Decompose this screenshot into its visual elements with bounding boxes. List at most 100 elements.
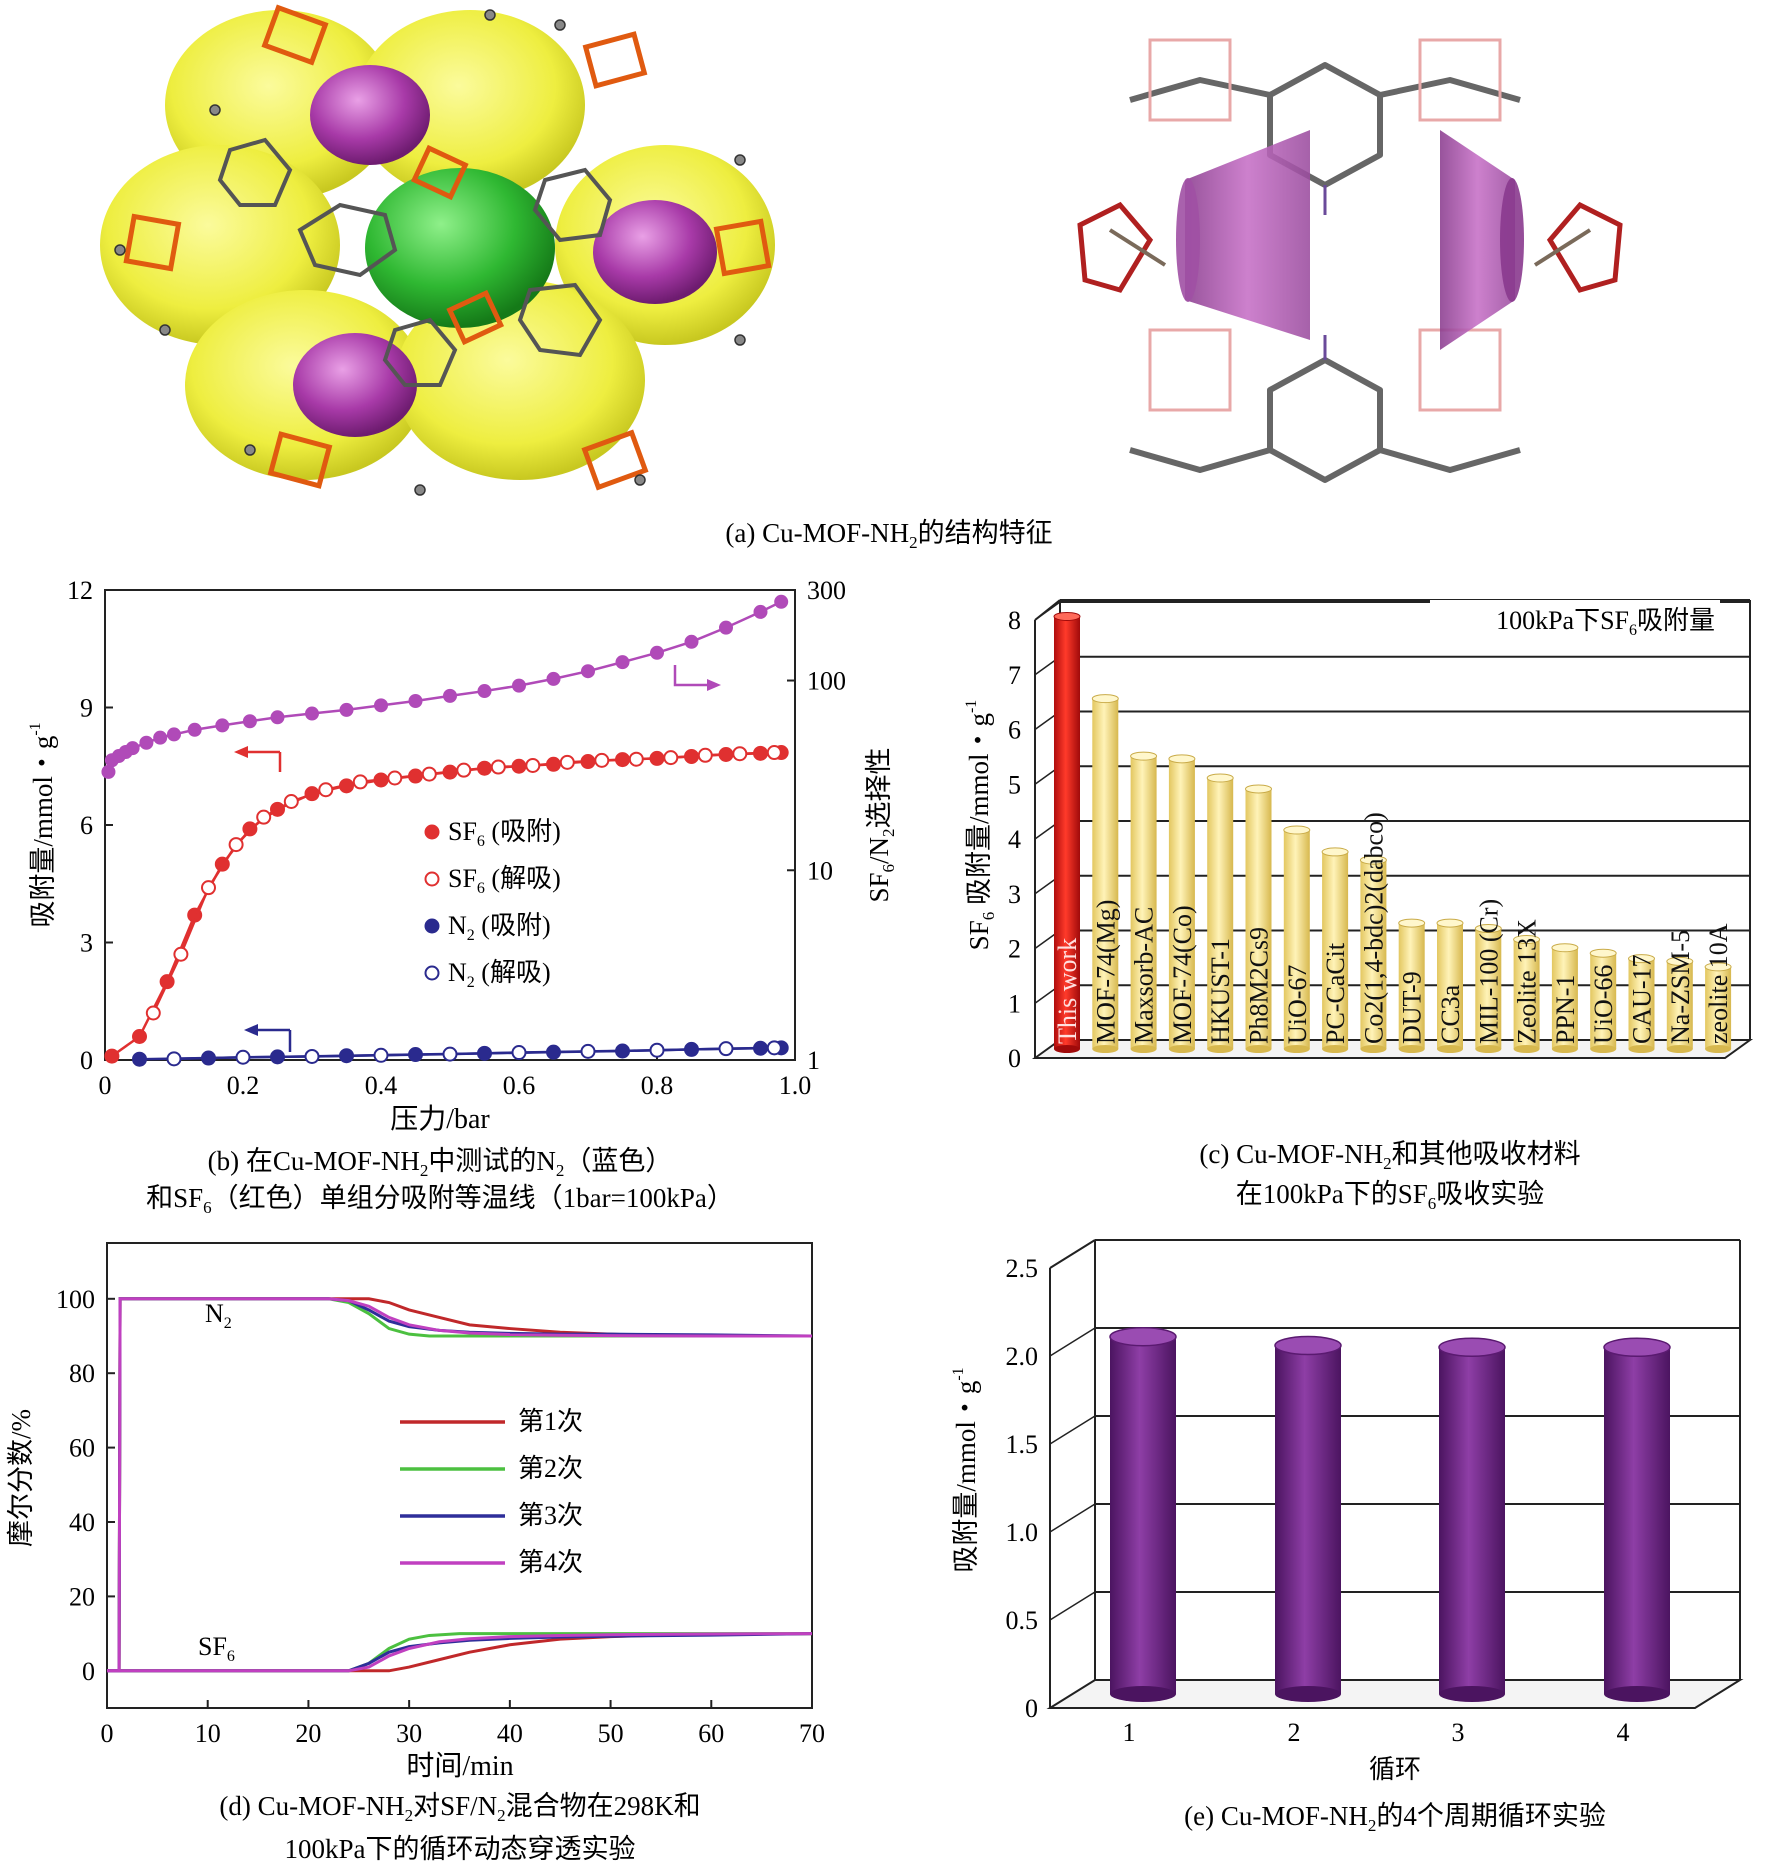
chart-b-legend: SF6 (吸附)SF6 (解吸)N2 (吸附)N2 (解吸) (424, 817, 561, 991)
b-data-point (373, 1047, 389, 1063)
b-data-point (546, 671, 561, 686)
c-bar (1322, 851, 1349, 1049)
chart-d-y-tick-labels: 0 20 40 60 80 100 (56, 1285, 95, 1686)
c-y-tick-label: 2 (1008, 935, 1021, 964)
panel-e: 0 0.5 1.0 1.5 2.0 2.5 1 2 3 4 循环 吸附量/mmol・g-1 (e… (950, 1239, 1744, 1835)
b-x-tick-label: 0.8 (641, 1071, 674, 1100)
c-bar-base (1168, 1045, 1195, 1053)
b-data-point (228, 837, 244, 853)
b-data-point (104, 1048, 120, 1064)
e-y-tick-label: 1.5 (1006, 1430, 1039, 1459)
c-bar-base (1092, 1045, 1119, 1053)
chart-b-axis-arrows (234, 665, 721, 1052)
d-y-tick-label: 20 (69, 1582, 95, 1611)
c-category-label: UiO-67 (1283, 965, 1312, 1044)
b-legend-label-sub: 6 (477, 833, 485, 850)
b-data-point (512, 678, 526, 693)
c-bar-cap (1321, 847, 1349, 857)
b-data-point (125, 741, 140, 756)
d-y-tick-label: 60 (69, 1434, 95, 1463)
b-y2-tick-label: 10 (807, 856, 833, 885)
e-gridline-side (1049, 1327, 1096, 1357)
b-data-point (650, 645, 664, 660)
d-n2-line (107, 1297, 812, 1673)
d-x-tick-label: 60 (698, 1719, 724, 1748)
c-category-label: zeolite 10A (1704, 923, 1733, 1044)
b-x-tick-label: 0.2 (227, 1071, 260, 1100)
e-gridline-side (1049, 1591, 1096, 1621)
c-bar-cap (1091, 694, 1119, 704)
c-bar (1168, 758, 1195, 1049)
c-category-label: PPN-1 (1551, 975, 1580, 1044)
c-category-label: HKUST-1 (1206, 938, 1235, 1044)
d-y-tick-label: 100 (56, 1285, 95, 1314)
b-data-point (166, 1051, 182, 1067)
e-y-tick-label: 2.0 (1006, 1342, 1039, 1371)
b-y-tick-label: 12 (67, 576, 93, 605)
c-category-label: UiO-66 (1589, 965, 1618, 1044)
b-data-point (421, 766, 437, 782)
b-data-point (697, 747, 713, 763)
e-x-tick-label: 4 (1617, 1718, 1630, 1747)
d-y-tick-label: 0 (82, 1657, 95, 1686)
b-data-point (477, 684, 492, 699)
chart-b-caption-line1: (b) 在Cu-MOF-NH2中测试的N2（蓝色） (208, 1146, 673, 1180)
b-data-point (187, 722, 202, 737)
chart-c-caption-line2: 在100kPa下的SF6吸收实验 (1236, 1179, 1545, 1213)
e-bar-base (1110, 1686, 1176, 1702)
b-data-point (408, 694, 423, 709)
c-bar (1054, 616, 1080, 1049)
c-y-tick-label: 8 (1008, 606, 1021, 635)
c-bar-base (1551, 1045, 1578, 1053)
b-data-point (132, 1051, 147, 1067)
c-category-label: Zeolite 13X (1513, 919, 1542, 1044)
c-category-label: CC3a (1436, 984, 1465, 1044)
c-category-label: Na-ZSM-5 (1666, 930, 1695, 1044)
chart-d-axis-ticks (106, 1297, 813, 1708)
b-legend-label-suffix: (解吸) (475, 958, 551, 987)
b-legend-label-suffix: (解吸) (485, 864, 561, 893)
b-data-point (719, 620, 733, 635)
d-n2-line (107, 1297, 812, 1673)
e-bar-cap (1109, 1326, 1177, 1347)
b-data-point (173, 946, 189, 962)
b-data-point (580, 1043, 596, 1059)
chart-d-x-tick-labels: 0 10 20 30 40 50 60 70 (101, 1719, 826, 1748)
b-data-point (628, 751, 644, 767)
c-bar-base (1513, 1045, 1540, 1053)
c-bar-cap (1666, 956, 1694, 966)
chart-d-n2-annotation: N2 (205, 1299, 232, 1332)
d-x-tick-label: 10 (195, 1719, 221, 1748)
b-data-point (145, 1005, 161, 1021)
b-data-point (270, 710, 285, 725)
b-legend-label: SF6 (解吸) (448, 864, 561, 897)
e-bar-cap (1603, 1337, 1671, 1358)
chart-c-y-axis-label: SF6 吸附量/mmol・g-1 (963, 700, 998, 951)
chart-d-caption-line2: 100kPa下的循环动态穿透实验 (285, 1834, 636, 1864)
b-data-point (242, 714, 257, 729)
c-y-tick-label: 3 (1008, 880, 1021, 909)
chart-b-y-axis-label: 吸附量/mmol・g-1 (27, 722, 58, 927)
e-bar (1275, 1345, 1341, 1694)
chart-c-title: 100kPa下SF6吸附量 (1496, 606, 1715, 639)
e-gridline-side (1049, 1415, 1096, 1445)
c-bar-cap (1513, 935, 1541, 944)
b-y2-tick-label: 100 (807, 667, 846, 696)
c-bar-base (1705, 1045, 1732, 1053)
d-x-tick-label: 40 (497, 1719, 523, 1748)
b-legend-label-suffix: (吸附) (475, 911, 551, 940)
b-data-point (201, 880, 216, 896)
b-x-tick-label: 1.0 (779, 1071, 812, 1100)
b-data-point (718, 1041, 734, 1057)
e-y-tick-label: 0.5 (1006, 1606, 1039, 1635)
c-bar (1398, 923, 1425, 1049)
panel-c: 0 1 2 3 4 5 6 7 8 This work MOF-74(Mg) Maxsorb-AC M… (963, 599, 1754, 1213)
c-bar (1130, 756, 1157, 1049)
c-bar-cap (1206, 773, 1234, 783)
b-y-tick-label: 9 (80, 694, 93, 723)
chart-c-y-tick-labels: 0 1 2 3 4 5 6 7 8 (1008, 606, 1021, 1073)
c-bar-cap (1704, 962, 1732, 972)
chart-e-x-tick-labels: 1 2 3 4 (1123, 1718, 1630, 1747)
c-bar-base (1398, 1045, 1425, 1053)
